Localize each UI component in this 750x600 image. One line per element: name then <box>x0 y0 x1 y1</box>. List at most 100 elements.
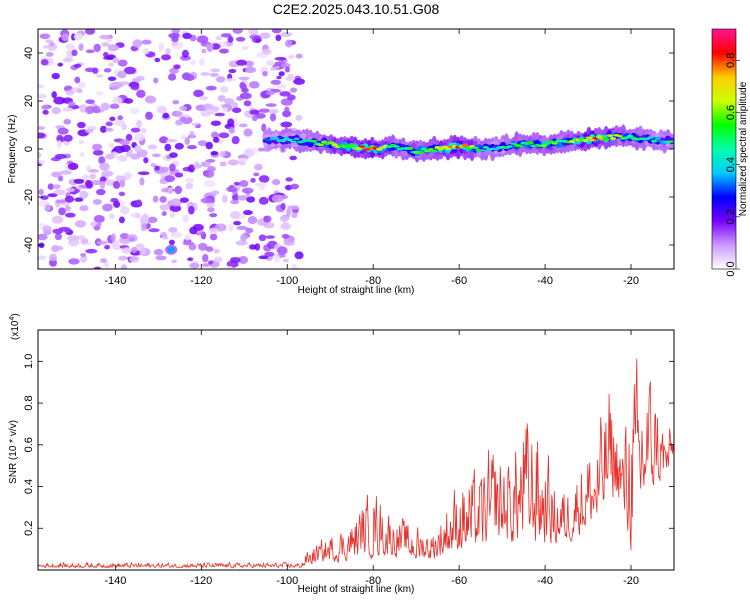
spectrogram-noise-cell <box>41 104 50 111</box>
spectrogram-noise-cell <box>278 71 285 77</box>
spectrogram-noise-cell <box>228 68 237 74</box>
spectrogram-noise-cell <box>187 257 194 262</box>
spectrogram-noise-cell <box>247 216 258 225</box>
spectrogram-x-ticks: -140 -120 -100 -80 -60 -40 -20 <box>104 29 639 287</box>
spectrogram-noise-cell <box>253 172 260 177</box>
spectrogram-noise-cell <box>85 165 92 171</box>
spectrogram-noise-cell <box>96 221 102 227</box>
spectrogram-noise-cell <box>79 190 89 199</box>
spectrogram-noise-cell <box>108 62 115 67</box>
spectrogram-noise-cell <box>73 63 82 68</box>
spectrogram-noise-cell <box>241 83 248 93</box>
spectrogram-noise-cell <box>119 139 131 146</box>
spectrogram-noise-cell <box>287 94 296 101</box>
spectrogram-band-cell <box>472 146 479 150</box>
spectrogram-band-cell <box>585 136 593 139</box>
spectrogram-band-cell <box>541 143 548 148</box>
spectrogram-noise-cell <box>242 209 253 216</box>
spectrogram-band-cell <box>327 141 335 144</box>
spectrogram-noise-cell <box>285 76 294 81</box>
spectrogram-noise-cell <box>140 127 147 134</box>
spectrogram-noise-cell <box>161 166 169 173</box>
spectrogram-noise-cell <box>101 170 114 177</box>
x-tick-label: -60 <box>451 275 467 287</box>
spectrogram-noise-cell <box>159 177 166 184</box>
spectrogram-noise-cell <box>93 43 101 53</box>
spectrogram-noise-cell <box>210 68 221 73</box>
spectrogram-noise-cell <box>192 223 204 231</box>
spectrogram-noise-cell <box>136 75 145 81</box>
spectrogram-noise-cell <box>123 98 134 104</box>
spectrogram-noise-cell <box>79 205 89 212</box>
spectrogram-band-cell <box>479 149 486 152</box>
spectrogram-noise-cell <box>113 200 121 208</box>
x-tick-label: -40 <box>537 275 553 287</box>
spectrogram-noise-cell <box>258 108 271 113</box>
spectrogram-noise-cell <box>241 45 249 51</box>
spectrogram-noise-cell <box>258 181 266 191</box>
spectrogram-noise-cell <box>196 35 209 44</box>
spectrogram-noise-cell <box>205 43 214 49</box>
spectrogram-noise-cell <box>167 186 174 195</box>
spectrogram-noise-cell <box>179 116 187 122</box>
spectrogram-noise-cell <box>179 55 192 61</box>
spectrogram-noise-cell <box>77 121 86 129</box>
spectrogram-noise-cell <box>39 33 51 40</box>
spectrogram-noise-cell <box>85 128 94 134</box>
spectrogram-noise-cell <box>105 153 115 160</box>
spectrogram-noise-cell <box>261 48 272 55</box>
x-tick-label: -100 <box>276 275 298 287</box>
spectrogram-band-cell <box>406 146 414 150</box>
spectrogram-noise-cell <box>68 258 80 265</box>
spectrogram-noise-cell <box>249 244 257 250</box>
spectrogram-noise-cell <box>148 228 160 233</box>
spectrogram-noise-cell <box>38 255 47 260</box>
spectrogram-band-cell <box>331 143 338 147</box>
spectrogram-noise-cell <box>100 42 111 47</box>
spectrogram-noise-cell <box>280 31 293 37</box>
spectrogram-band-cell <box>358 145 366 148</box>
spectrogram-noise-cell <box>284 39 293 48</box>
spectrogram-noise-cell <box>274 61 282 66</box>
spectrogram-noise-cell <box>139 177 145 186</box>
spectrogram-noise-cell <box>103 68 112 73</box>
spectrogram-noise-cell <box>174 185 183 195</box>
spectrogram-noise-cell <box>209 213 218 218</box>
spectrogram-noise-cell <box>215 35 223 41</box>
spectrogram-noise-cell <box>262 71 268 77</box>
spectrogram-noise-cell <box>118 216 125 224</box>
spectrogram-noise-cell <box>117 70 127 79</box>
spectrogram-noise-cell <box>73 32 84 41</box>
spectrogram-noise-cell <box>164 175 176 183</box>
spectrogram-noise-cell <box>49 42 55 47</box>
spectrogram-noise-cell <box>92 149 104 156</box>
spectrogram-noise-cell <box>90 221 98 227</box>
spectrogram-noise-cell <box>268 109 279 114</box>
spectrogram-noise-cell <box>273 254 281 263</box>
spectrogram-noise-cell <box>91 143 103 151</box>
spectrogram-noise-cell <box>203 180 216 188</box>
spectrogram-band-cell <box>647 136 654 139</box>
spectrogram-noise-cell <box>230 199 240 205</box>
spectrogram-noise-cell <box>250 177 256 183</box>
spectrogram-noise-cell <box>208 260 214 265</box>
spectrogram-x-label: Height of straight line (km) <box>298 285 415 296</box>
spectrogram-noise-cell <box>89 173 96 180</box>
spectrogram-noise-cell <box>103 262 110 268</box>
spectrogram-panel: -140 -120 -100 -80 -60 -40 -20 -40 -20 0 20 40 Hei… <box>7 28 675 296</box>
spectrogram-noise-cell <box>219 161 227 167</box>
spectrogram-noise-cell <box>252 115 258 122</box>
colorbar-gradient <box>712 29 736 269</box>
spectrogram-noise-cell <box>227 118 235 127</box>
spectrogram-cells <box>38 29 674 269</box>
spectrogram-noise-cell <box>232 118 239 127</box>
spectrogram-noise-cell <box>226 186 238 193</box>
spectrogram-noise-cell <box>174 172 184 178</box>
spectrogram-band-cell <box>482 145 489 149</box>
spectrogram-noise-cell <box>125 133 133 142</box>
y-tick-label: 0.8 <box>23 395 35 410</box>
spectrogram-noise-cell <box>77 88 83 94</box>
colorbar: 0.0 0.2 0.4 0.6 0.8 Normalized spectral ampl… <box>711 28 749 277</box>
spectrogram-noise-cell <box>189 262 200 269</box>
colorbar-tick-label: 0.2 <box>725 209 737 224</box>
